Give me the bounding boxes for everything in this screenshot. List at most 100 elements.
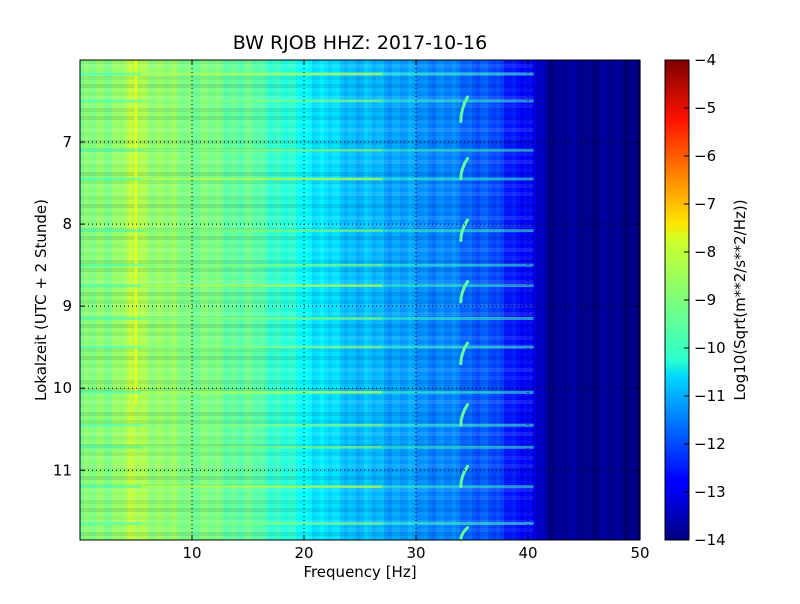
time-row-texture — [80, 248, 534, 252]
y-tick-label: 7 — [62, 133, 72, 151]
frequency-column — [576, 60, 581, 540]
frequency-column — [492, 60, 497, 540]
plot-area — [79, 59, 641, 542]
frequency-column — [464, 60, 469, 540]
x-tick-label: 20 — [294, 544, 313, 562]
colorbar-tick-label: −7 — [694, 195, 716, 213]
frequency-column — [532, 60, 537, 540]
frequency-column — [520, 60, 525, 540]
frequency-column — [224, 60, 229, 540]
time-row-texture — [80, 200, 534, 204]
drifting-tone-segment — [459, 526, 470, 542]
frequency-column — [96, 60, 101, 540]
time-row-texture — [80, 160, 534, 164]
time-row-texture — [80, 64, 534, 68]
frequency-column — [184, 60, 189, 540]
time-row-texture — [80, 380, 534, 384]
time-row-texture — [80, 292, 534, 296]
frequency-column — [480, 60, 485, 540]
time-row-texture — [80, 104, 534, 108]
time-row-texture — [80, 132, 534, 136]
time-row-texture — [80, 172, 534, 176]
drifting-tone-segment — [459, 95, 470, 124]
time-row-texture — [80, 456, 534, 460]
frequency-column — [384, 60, 389, 540]
frequency-column — [300, 60, 305, 540]
time-row-texture — [80, 412, 534, 416]
frequency-column — [284, 60, 289, 540]
x-tick-label: 30 — [406, 544, 425, 562]
frequency-column — [408, 60, 413, 540]
frequency-column — [316, 60, 321, 540]
frequency-column — [516, 60, 521, 540]
frequency-column — [376, 60, 381, 540]
time-row-texture — [80, 308, 534, 312]
frequency-column — [524, 60, 529, 540]
frequency-column — [364, 60, 369, 540]
frequency-column — [360, 60, 365, 540]
x-tick-label: 10 — [182, 544, 201, 562]
time-row-texture — [80, 240, 534, 244]
time-row-texture — [80, 468, 534, 472]
frequency-column — [268, 60, 273, 540]
frequency-column — [204, 60, 209, 540]
frequency-column — [428, 60, 433, 540]
frequency-column — [628, 60, 633, 540]
time-row-texture — [80, 76, 534, 80]
time-row-texture — [80, 396, 534, 400]
frequency-column — [132, 60, 137, 540]
frequency-column — [612, 60, 617, 540]
time-row-texture — [80, 180, 534, 184]
frequency-column — [416, 60, 421, 540]
frequency-column — [380, 60, 385, 540]
frequency-column — [340, 60, 345, 540]
frequency-column — [536, 60, 541, 540]
frequency-column — [200, 60, 205, 540]
broadband-event — [80, 148, 534, 152]
time-row-texture — [80, 252, 534, 256]
time-row-texture — [80, 84, 534, 88]
time-row-texture — [80, 88, 534, 92]
time-row-texture — [80, 276, 534, 280]
time-row-texture — [80, 272, 534, 276]
colorbar-ticks: −4 −5 −6 −7 −8 −9 −10 −11 −12 −13 −14 — [684, 51, 726, 549]
colorbar-tick-label: −4 — [694, 51, 716, 69]
time-row-texture — [80, 488, 534, 492]
frequency-column — [488, 60, 493, 540]
frequency-column — [216, 60, 221, 540]
frequency-column — [560, 60, 565, 540]
frequency-column — [168, 60, 173, 540]
time-row-texture — [80, 300, 534, 304]
time-row-texture — [80, 436, 534, 440]
time-row-texture — [80, 224, 534, 228]
frequency-column — [328, 60, 333, 540]
frequency-column — [452, 60, 457, 540]
frequency-column — [424, 60, 429, 540]
broadband-event — [80, 99, 534, 103]
colorbar: −4 −5 −6 −7 −8 −9 −10 −11 −12 −13 −14 Log10(Sqrt(m… — [664, 51, 749, 549]
time-row-texture — [80, 464, 534, 468]
frequency-column — [632, 60, 637, 540]
time-row-texture — [80, 92, 534, 96]
frequency-column — [436, 60, 441, 540]
frequency-column — [304, 60, 309, 540]
frequency-column — [136, 60, 141, 540]
frequency-column — [288, 60, 293, 540]
time-row-texture — [80, 184, 534, 188]
time-row-texture — [80, 196, 534, 200]
spectrogram-cells — [80, 60, 641, 540]
broadband-event — [80, 345, 534, 349]
broadband-event — [80, 522, 534, 526]
frequency-column — [484, 60, 489, 540]
time-row-texture — [80, 452, 534, 456]
frequency-column — [556, 60, 561, 540]
frequency-column — [344, 60, 349, 540]
time-row-texture — [80, 336, 534, 340]
frequency-column — [420, 60, 425, 540]
time-row-texture — [80, 280, 534, 284]
time-row-texture — [80, 212, 534, 216]
frequency-column — [116, 60, 121, 540]
grid-lines — [80, 60, 640, 540]
time-row-texture — [80, 432, 534, 436]
frequency-column — [388, 60, 393, 540]
